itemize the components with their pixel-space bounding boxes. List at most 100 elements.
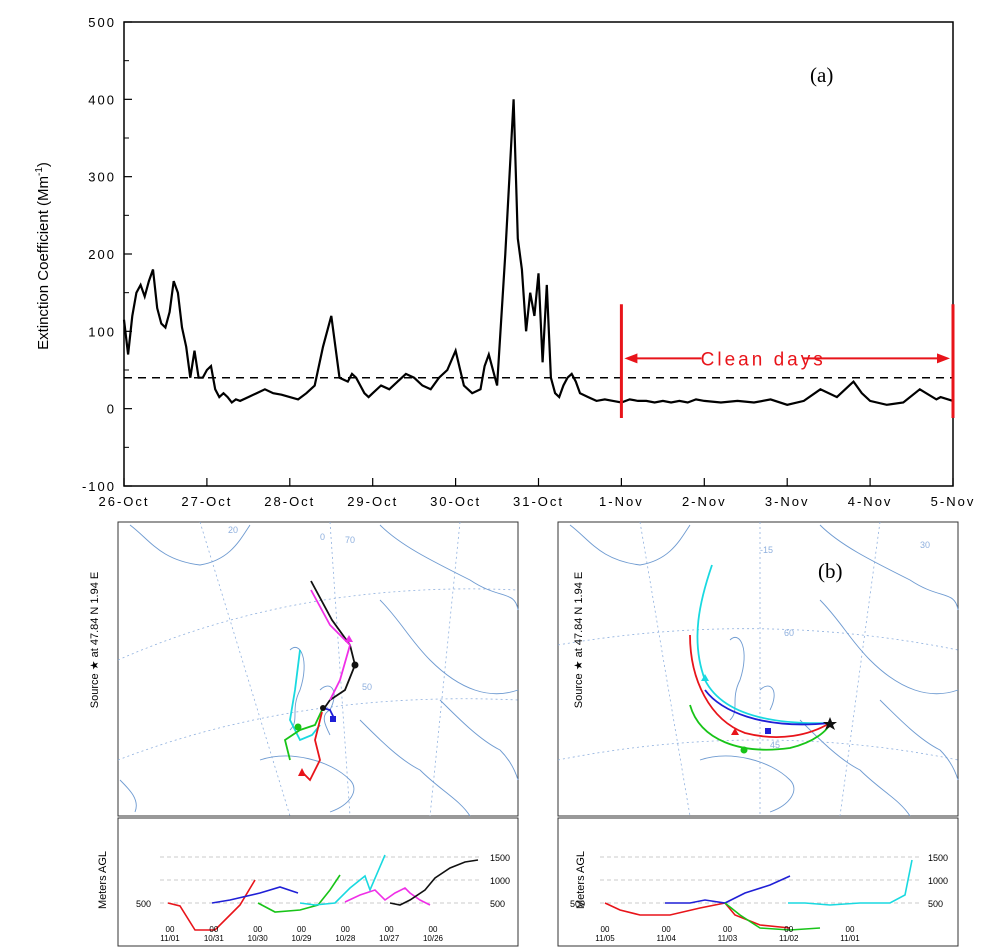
y-axis-ticks: 500 400 300 200 100 0 -100 [82, 15, 132, 494]
y-tick-label: -100 [82, 479, 116, 494]
time-label-hour: 00 [385, 925, 394, 934]
map-side-label: Source ★ at 47.84 N 1.94 E [89, 572, 101, 708]
trajectory-map-right: -15 60 45 30 (b) Source ★ at 47.84 N 1.9… [557, 521, 959, 947]
time-label-hour: 00 [723, 925, 732, 934]
height-tick-1000: 1000 [490, 876, 510, 886]
map-grid-label-50: 50 [362, 682, 372, 692]
time-label-hour: 00 [784, 925, 793, 934]
map-grid-label-30: 30 [920, 540, 930, 550]
map-grid-label-70: 70 [345, 535, 355, 545]
coastlines [569, 524, 959, 817]
y-tick-label: 200 [88, 247, 116, 262]
time-label-hour: 00 [297, 925, 306, 934]
x-tick-label: 4-Nov [848, 494, 893, 509]
trajectory-blue [704, 689, 831, 726]
marker-blue-square [330, 716, 336, 722]
map-side-label: Source ★ at 47.84 N 1.94 E [573, 572, 585, 708]
trajectory-green [689, 704, 831, 751]
map-grid-label-60: 60 [784, 628, 794, 638]
source-star-marker [320, 705, 326, 711]
x-tick-label: 26-Oct [98, 494, 149, 509]
graticule [557, 521, 959, 817]
map-grid-label-0: 0 [320, 532, 325, 542]
clean-days-marker: Clean days [619, 304, 955, 418]
time-label-hour: 00 [601, 925, 610, 934]
marker-green-circle [740, 746, 748, 754]
trajectory-cyan [289, 649, 321, 742]
marker-magenta-triangle [345, 635, 353, 642]
clean-days-label: Clean days [701, 349, 826, 370]
map-frame [117, 521, 519, 817]
height-axis-label: Meters AGL [97, 851, 109, 909]
source-star-marker [823, 717, 837, 730]
height-left-label: 500 [136, 899, 151, 909]
x-tick-label: 1-Nov [599, 494, 644, 509]
y-tick-label: 400 [88, 92, 116, 107]
time-label-date: 11/05 [595, 934, 615, 943]
height-axis-label: Meters AGL [575, 851, 587, 909]
height-plot-frame [117, 817, 519, 947]
x-tick-label: 28-Oct [264, 494, 315, 509]
x-tick-label: 5-Nov [931, 494, 976, 509]
x-axis-ticks: 26-Oct 27-Oct 28-Oct 29-Oct 30-Oct 31-Oct 1-No… [98, 478, 976, 509]
time-label-date: 10/30 [248, 934, 269, 943]
time-label-date: 10/29 [291, 934, 312, 943]
clean-arrow-right-head [937, 353, 950, 364]
plot-frame [123, 21, 954, 487]
time-label-hour: 00 [341, 925, 350, 934]
x-tick-label: 30-Oct [430, 494, 481, 509]
panel-label-b: (b) [818, 559, 843, 583]
height-tick-1500: 1500 [490, 853, 510, 863]
time-label-hour: 00 [429, 925, 438, 934]
clean-arrow-left-head [624, 353, 638, 364]
x-tick-label: 3-Nov [765, 494, 810, 509]
map-frame [557, 521, 959, 817]
map-grid-label--15: -15 [760, 545, 773, 555]
trajectory-map-left: 20 0 70 50 Source ★ at 47.84 N 1.94 E Me… [89, 521, 519, 947]
height-left-label: 500 [570, 899, 585, 909]
trajectory-green [283, 709, 323, 761]
time-label-date: 11/01 [160, 934, 180, 943]
marker-red-triangle [298, 768, 306, 776]
map-grid-label-20: 20 [228, 525, 238, 535]
y-axis-label: Extinction Coefficient (Mm-1) [34, 162, 52, 350]
height-profiles [167, 854, 479, 931]
panel-label-a: (a) [810, 63, 833, 87]
marker-red-triangle [731, 728, 739, 735]
time-label-date: 11/03 [718, 934, 738, 943]
time-label-date: 10/27 [379, 934, 400, 943]
y-tick-label: 500 [88, 15, 116, 30]
trajectory-magenta [310, 589, 352, 701]
x-tick-label: 31-Oct [513, 494, 564, 509]
trajectory-red [689, 634, 831, 738]
height-tick-500: 500 [928, 899, 943, 909]
x-tick-label: 27-Oct [181, 494, 232, 509]
coastlines [119, 524, 519, 817]
height-tick-1000: 1000 [928, 876, 948, 886]
y-tick-label: 0 [107, 402, 116, 417]
time-labels-left: 0011/010010/310010/300010/290010/280010/… [160, 925, 443, 943]
height-tick-500: 500 [490, 899, 505, 909]
height-tick-1500: 1500 [928, 853, 948, 863]
time-label-hour: 00 [166, 925, 175, 934]
time-label-date: 11/04 [657, 934, 677, 943]
y-tick-label: 300 [88, 170, 116, 185]
time-label-date: 11/01 [840, 934, 860, 943]
time-label-date: 10/26 [423, 934, 444, 943]
marker-green-circle [294, 723, 302, 731]
time-label-hour: 00 [209, 925, 218, 934]
time-label-hour: 00 [662, 925, 671, 934]
trajectory-red [301, 711, 323, 782]
time-label-date: 11/02 [779, 934, 799, 943]
time-label-hour: 00 [846, 925, 855, 934]
x-tick-label: 2-Nov [682, 494, 727, 509]
y-tick-label: 100 [88, 324, 116, 339]
time-label-date: 10/31 [204, 934, 225, 943]
x-tick-label: 29-Oct [347, 494, 398, 509]
height-profiles [604, 859, 913, 931]
map-grid-label-45: 45 [770, 740, 780, 750]
time-label-date: 10/28 [335, 934, 356, 943]
